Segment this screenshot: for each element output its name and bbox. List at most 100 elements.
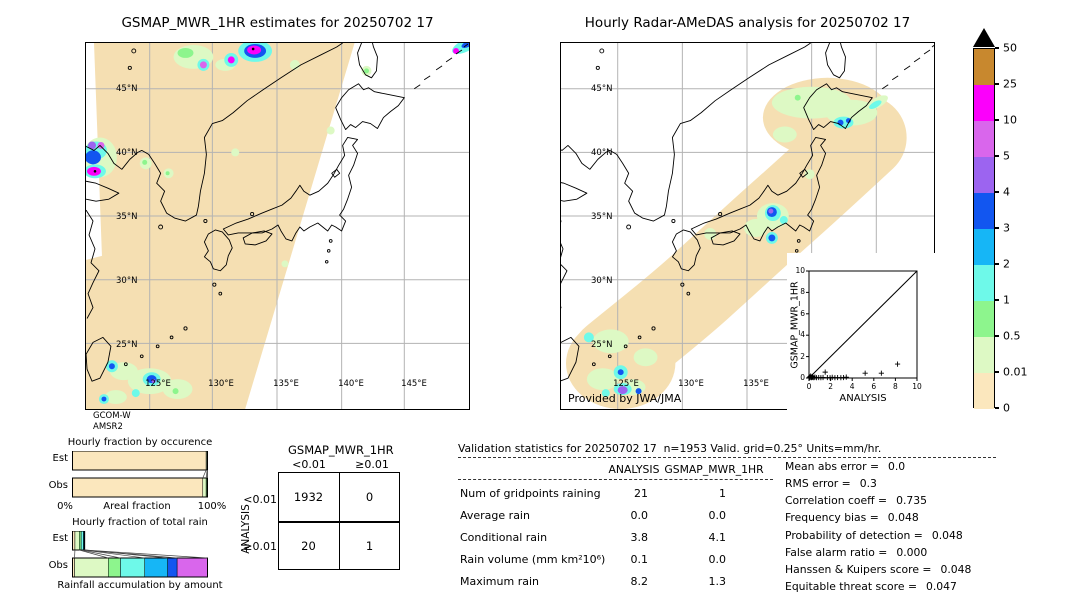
contingency-col1: ≥0.01 xyxy=(355,458,389,471)
colorbar-segment-purple xyxy=(974,157,994,193)
lon-label: 125°E xyxy=(613,379,639,389)
totalrain-chart-title: Hourly fraction of total rain xyxy=(72,517,208,528)
colorbar-segment-orchid xyxy=(974,121,994,157)
scatter-inset: GSMAP_MWR_1HR ANALYSIS 0 0 2 2 4 4 6 6 8 8 10 10 xyxy=(787,253,936,411)
amsr2-swath-area xyxy=(86,43,355,409)
left-map-gridlines xyxy=(86,43,469,409)
lat-label: 30°N xyxy=(591,276,613,286)
lat-label: 45°N xyxy=(116,84,138,94)
scatter-y-tick: 4 xyxy=(800,330,805,340)
scatter-x-tick: 6 xyxy=(871,382,877,391)
lon-label: 145°E xyxy=(401,379,427,389)
colorbar-tick xyxy=(995,191,999,193)
contingency-col0: <0.01 xyxy=(292,458,326,471)
totalrain-stacked-bars xyxy=(72,531,208,578)
colorbar-tick xyxy=(995,407,999,409)
lon-label: 135°E xyxy=(273,379,299,389)
colorbar-segment-gold xyxy=(974,49,994,85)
colorbar-tick-label: 0 xyxy=(1003,401,1010,415)
scatter-plot xyxy=(806,270,918,381)
colorbar-segment-cyan xyxy=(974,265,994,301)
scatter-y-tick: 10 xyxy=(795,266,805,275)
left-map-title: GSMAP_MWR_1HR estimates for 20250702 17 xyxy=(121,15,434,31)
lon-label: 125°E xyxy=(145,379,171,389)
colorbar-tick-label: 2 xyxy=(1003,257,1010,271)
occurrence-obs-label: Obs xyxy=(48,480,68,491)
occurrence-est-label: Est xyxy=(52,453,68,464)
lon-label: 130°E xyxy=(208,379,234,389)
contingency-cell-01: 0 xyxy=(365,489,374,504)
lon-label: 140°E xyxy=(338,379,364,389)
occurrence-stacked-bars xyxy=(72,451,208,498)
axis-areal-fraction: Areal fraction xyxy=(103,501,171,512)
radar-map-canvas xyxy=(561,43,934,409)
colorbar-tick xyxy=(995,119,999,121)
contingency-row1: ≥0.01 xyxy=(243,540,277,553)
contingency-cell-11: 1 xyxy=(365,538,374,553)
colorbar-tick-label: 5 xyxy=(1003,149,1010,163)
colorbar-tick-label: 3 xyxy=(1003,221,1010,235)
stat-pod: Probability of detection = 0.048 xyxy=(785,529,963,542)
lat-label: 40°N xyxy=(116,148,138,158)
stat-correlation: Correlation coeff = 0.735 xyxy=(785,494,927,507)
colorbar-segment-tan xyxy=(974,373,994,409)
validation-row: Maximum rain 8.2 1.3 xyxy=(460,575,726,588)
colorbar-tick xyxy=(995,335,999,337)
lat-label: 40°N xyxy=(591,148,613,158)
colorbar-tick xyxy=(995,263,999,265)
validation-row: Conditional rain 3.8 4.1 xyxy=(460,531,726,544)
validation-row: Num of gridpoints raining 21 1 xyxy=(460,487,726,500)
lat-label: 25°N xyxy=(116,340,138,350)
validation-title: Validation statistics for 20250702 17 n=… xyxy=(458,442,882,455)
validation-col-gsmap: GSMAP_MWR_1HR xyxy=(664,463,764,476)
colorbar-tick-label: 10 xyxy=(1003,113,1017,127)
stat-mean-abs-error: Mean abs error = 0.0 xyxy=(785,460,906,473)
scatter-y-tick: 6 xyxy=(800,308,805,318)
right-map-title: Hourly Radar-AMeDAS analysis for 2025070… xyxy=(584,15,911,31)
credit-label: Provided by JWA/JMA xyxy=(568,392,682,405)
validation-col-analysis: ANALYSIS xyxy=(608,463,660,476)
scatter-x-tick: 8 xyxy=(893,382,898,391)
colorbar-segment-magenta xyxy=(974,85,994,121)
contingency-row0: <0.01 xyxy=(243,493,277,506)
contingency-title: GSMAP_MWR_1HR xyxy=(288,443,394,457)
scatter-y-tick: 8 xyxy=(800,287,805,297)
scatter-y-tick: 0 xyxy=(800,373,805,382)
colorbar-tick-label: 4 xyxy=(1003,185,1010,199)
gsmap-map-canvas xyxy=(86,43,469,409)
colorbar-tick xyxy=(995,47,999,49)
colorbar-tick xyxy=(995,227,999,229)
stat-far: False alarm ratio = 0.000 xyxy=(785,546,928,559)
stat-rms-error: RMS error = 0.3 xyxy=(785,477,877,490)
lon-label: 130°E xyxy=(678,379,704,389)
validation-row: Rain volume (mm km²10⁶) 0.1 0.0 xyxy=(460,553,726,566)
scatter-xlabel: ANALYSIS xyxy=(839,393,887,404)
colorbar-tick-label: 50 xyxy=(1003,41,1017,55)
lat-label: 30°N xyxy=(116,276,138,286)
scatter-y-tick: 2 xyxy=(800,351,805,361)
colorbar-segment-blue xyxy=(974,193,994,229)
stat-frequency-bias: Frequency bias = 0.048 xyxy=(785,511,919,524)
colorbar-segment-green xyxy=(974,301,994,337)
scatter-x-tick: 10 xyxy=(912,382,922,391)
totalrain-obs-label: Obs xyxy=(48,560,68,571)
totalrain-caption: Rainfall accumulation by amount xyxy=(57,580,223,591)
divider xyxy=(458,457,996,458)
colorbar-tick-label: 0.5 xyxy=(1003,329,1021,343)
contingency-table: 1932 0 20 1 xyxy=(278,472,400,570)
lon-label: 135°E xyxy=(743,379,769,389)
colorbar-over-triangle xyxy=(973,28,995,47)
lat-label: 35°N xyxy=(116,212,138,222)
gsmap-estimate-map: 45°N 40°N 35°N 30°N 25°N 125°E 130°E 135°E 140°… xyxy=(85,42,470,410)
stat-ets: Equitable threat score = 0.047 xyxy=(785,580,957,593)
colorbar-tick xyxy=(995,83,999,85)
scatter-x-tick: 4 xyxy=(849,382,855,391)
colorbar-tick xyxy=(995,299,999,301)
colorbar-tick xyxy=(995,155,999,157)
lat-label: 25°N xyxy=(591,340,613,350)
lat-label: 35°N xyxy=(591,212,613,222)
occurrence-chart-title: Hourly fraction by occurence xyxy=(67,437,213,448)
precip-blobs-left xyxy=(86,43,469,405)
sensor-source-label: GCOM-W AMSR2 xyxy=(93,411,131,432)
